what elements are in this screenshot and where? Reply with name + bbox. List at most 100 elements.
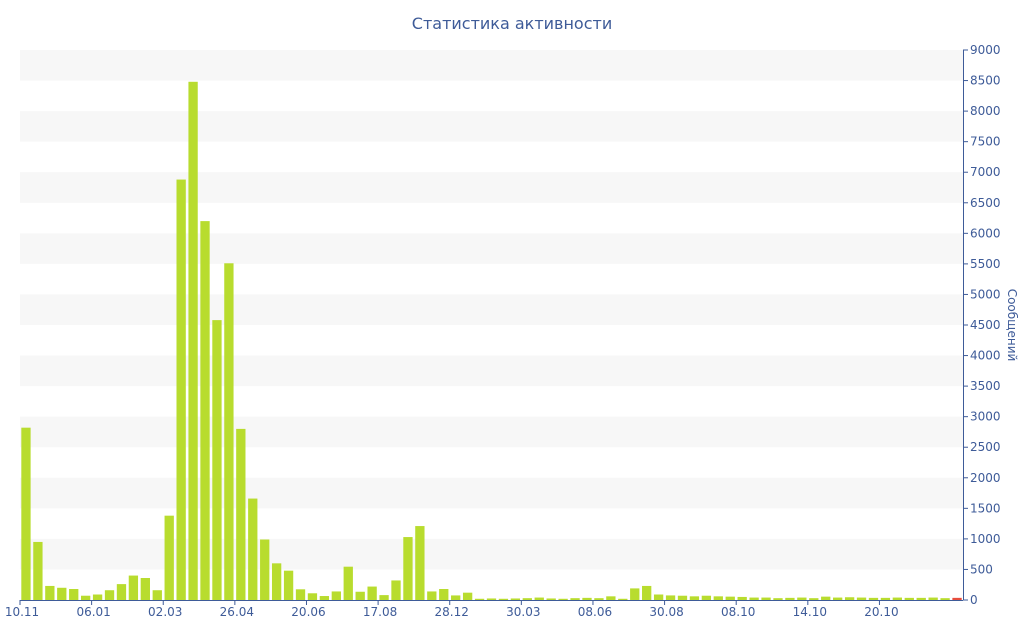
bar xyxy=(642,585,652,600)
bar xyxy=(582,597,592,600)
x-tick-label: 08.06 xyxy=(578,605,612,619)
bar xyxy=(713,596,723,600)
y-tick-label: 3500 xyxy=(970,379,1001,393)
grid-band xyxy=(20,538,963,570)
bar xyxy=(809,598,819,600)
bar xyxy=(45,585,55,600)
x-tick-label: 30.03 xyxy=(506,605,540,619)
bar xyxy=(164,515,174,600)
x-tick-label: 20.10 xyxy=(864,605,898,619)
bar xyxy=(892,597,902,600)
bar xyxy=(260,539,270,600)
bar xyxy=(606,596,616,600)
bar xyxy=(725,596,735,600)
bar xyxy=(212,320,222,600)
bar xyxy=(677,595,688,600)
bar xyxy=(833,597,843,600)
bar xyxy=(57,587,67,600)
y-tick-label: 1500 xyxy=(970,501,1001,515)
bar xyxy=(451,595,461,600)
bar xyxy=(510,598,521,600)
y-tick-label: 500 xyxy=(970,562,993,576)
bar xyxy=(797,597,807,600)
bar xyxy=(248,498,258,600)
bar xyxy=(415,526,425,600)
grid-band xyxy=(20,233,963,264)
bar xyxy=(594,598,604,600)
bar xyxy=(940,598,950,600)
grid-band xyxy=(20,477,963,509)
bar xyxy=(737,596,747,600)
y-tick-label: 1000 xyxy=(970,532,1001,546)
x-tick-label: 08.10 xyxy=(721,605,755,619)
bar xyxy=(188,81,198,600)
bar xyxy=(821,596,831,600)
y-tick-label: 5500 xyxy=(970,257,1001,271)
y-tick-label: 8000 xyxy=(970,104,1001,118)
bar xyxy=(474,598,485,600)
bar xyxy=(355,591,365,600)
x-tick-label: 28.12 xyxy=(435,605,469,619)
bar xyxy=(462,592,473,600)
y-tick-label: 0 xyxy=(970,593,978,607)
x-tick-label: 14.10 xyxy=(793,605,827,619)
x-tick-label: 10.11 xyxy=(5,605,39,619)
y-tick-label: 7500 xyxy=(970,135,1001,149)
y-tick-label: 3000 xyxy=(970,410,1001,424)
bar xyxy=(534,597,544,600)
bar xyxy=(403,537,413,600)
bar xyxy=(498,598,509,600)
grid-band xyxy=(20,50,963,81)
x-tick-label: 06.01 xyxy=(76,605,110,619)
bar xyxy=(379,595,389,600)
bar xyxy=(427,591,437,600)
bar xyxy=(200,221,210,601)
x-tick-label: 17.08 xyxy=(363,605,397,619)
bar xyxy=(69,589,79,600)
bar xyxy=(665,595,676,600)
bar xyxy=(236,428,246,600)
y-tick-label: 4500 xyxy=(970,318,1001,332)
y-axis-title: Сообщений xyxy=(1005,289,1019,362)
bar xyxy=(224,263,234,600)
y-tick-label: 4000 xyxy=(970,349,1001,363)
y-tick-label: 7000 xyxy=(970,165,1001,179)
bar xyxy=(271,563,282,600)
bar xyxy=(116,584,127,600)
bar xyxy=(295,589,306,600)
bar xyxy=(928,597,938,600)
grid-band xyxy=(20,111,963,142)
bar xyxy=(307,593,318,600)
bar xyxy=(916,597,926,600)
y-tick-label: 2500 xyxy=(970,440,1001,454)
bar-current xyxy=(952,597,962,600)
y-tick-label: 6500 xyxy=(970,196,1001,210)
bar xyxy=(570,598,580,600)
bar xyxy=(868,597,879,600)
bar xyxy=(904,597,914,600)
bar xyxy=(785,597,795,600)
bar xyxy=(343,566,353,600)
bar xyxy=(104,590,115,600)
bar xyxy=(152,590,162,600)
bar xyxy=(33,541,43,600)
chart-title: Статистика активности xyxy=(411,14,613,33)
y-tick-label: 8500 xyxy=(970,74,1001,88)
bar xyxy=(128,575,139,600)
bar xyxy=(749,597,759,600)
bar xyxy=(689,596,700,600)
bar xyxy=(367,586,377,600)
bar xyxy=(391,580,401,600)
bar xyxy=(880,597,891,600)
y-tick-label: 9000 xyxy=(970,43,1001,57)
y-tick-label: 2000 xyxy=(970,471,1001,485)
grid-band xyxy=(20,172,963,203)
bar xyxy=(618,598,628,600)
grid-band xyxy=(20,355,963,387)
bar xyxy=(773,598,783,600)
bar xyxy=(701,595,712,600)
bar xyxy=(81,595,91,600)
bar xyxy=(856,597,867,600)
